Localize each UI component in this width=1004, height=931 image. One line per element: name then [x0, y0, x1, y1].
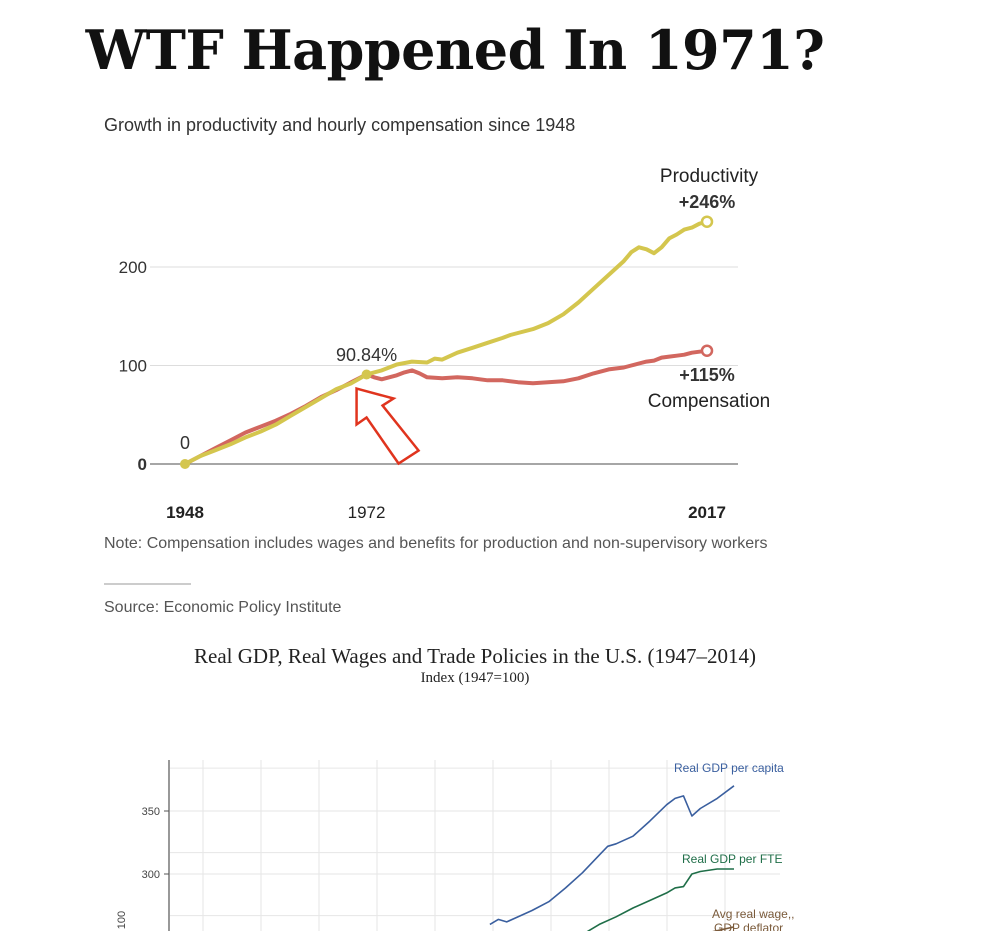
series-label-line1: Avg real wage,, [712, 907, 795, 921]
y-axis-label: 100 [116, 911, 128, 929]
y-tick-label: 350 [142, 806, 160, 818]
chart1-note: Note: Compensation includes wages and be… [104, 535, 768, 552]
page-title: WTF Happened In 1971? [85, 18, 825, 82]
chart2-title: Real GDP, Real Wages and Trade Policies … [194, 644, 756, 668]
series-line-compensation [183, 348, 709, 466]
x-tick-label: 2017 [688, 503, 726, 522]
chart1-divider [104, 583, 191, 585]
series-label-gdp-per-capita: Real GDP per capita [674, 761, 784, 775]
chart2-gdp-wages: 300 350 100 Real GDP per capita Real GDP per… [116, 760, 795, 931]
series-label-gdp-per-fte: Real GDP per FTE [682, 852, 782, 866]
series-line-0 [489, 785, 735, 926]
x-tick-label: 1948 [166, 503, 204, 522]
start-point-marker [180, 459, 190, 469]
x-tick-label: 1972 [348, 503, 386, 522]
y-tick-label: 0 [138, 455, 147, 474]
series-label-avg-real-wage: Avg real wage,, GDP deflator [712, 907, 795, 931]
series-end-marker [700, 215, 714, 228]
productivity-label: Productivity [660, 166, 759, 187]
chart1-source: Source: Economic Policy Institute [104, 599, 342, 616]
chart1-subtitle: Growth in productivity and hourly compen… [104, 115, 576, 135]
annotation-zero: 0 [180, 433, 190, 453]
compensation-end-label: +115% [679, 365, 735, 385]
series-line-1 [586, 868, 734, 931]
chart1-productivity-compensation: 0 100 200 1948 1972 2017 Productivity +246% +115… [119, 166, 771, 522]
chart2-subtitle: Index (1947=100) [420, 670, 530, 686]
point-1972-marker [361, 369, 372, 380]
series-label-line2: GDP deflator [714, 921, 783, 931]
y-tick-label: 300 [142, 869, 160, 881]
compensation-label: Compensation [648, 391, 771, 412]
y-tick-label: 200 [119, 258, 147, 277]
y-tick-label: 100 [119, 357, 147, 376]
annotation-9084: 90.84% [336, 345, 397, 365]
series-end-marker [700, 344, 714, 357]
series-line-productivity [183, 219, 709, 466]
productivity-end-label: +246% [679, 192, 736, 212]
red-arrow-annotation [355, 386, 421, 466]
